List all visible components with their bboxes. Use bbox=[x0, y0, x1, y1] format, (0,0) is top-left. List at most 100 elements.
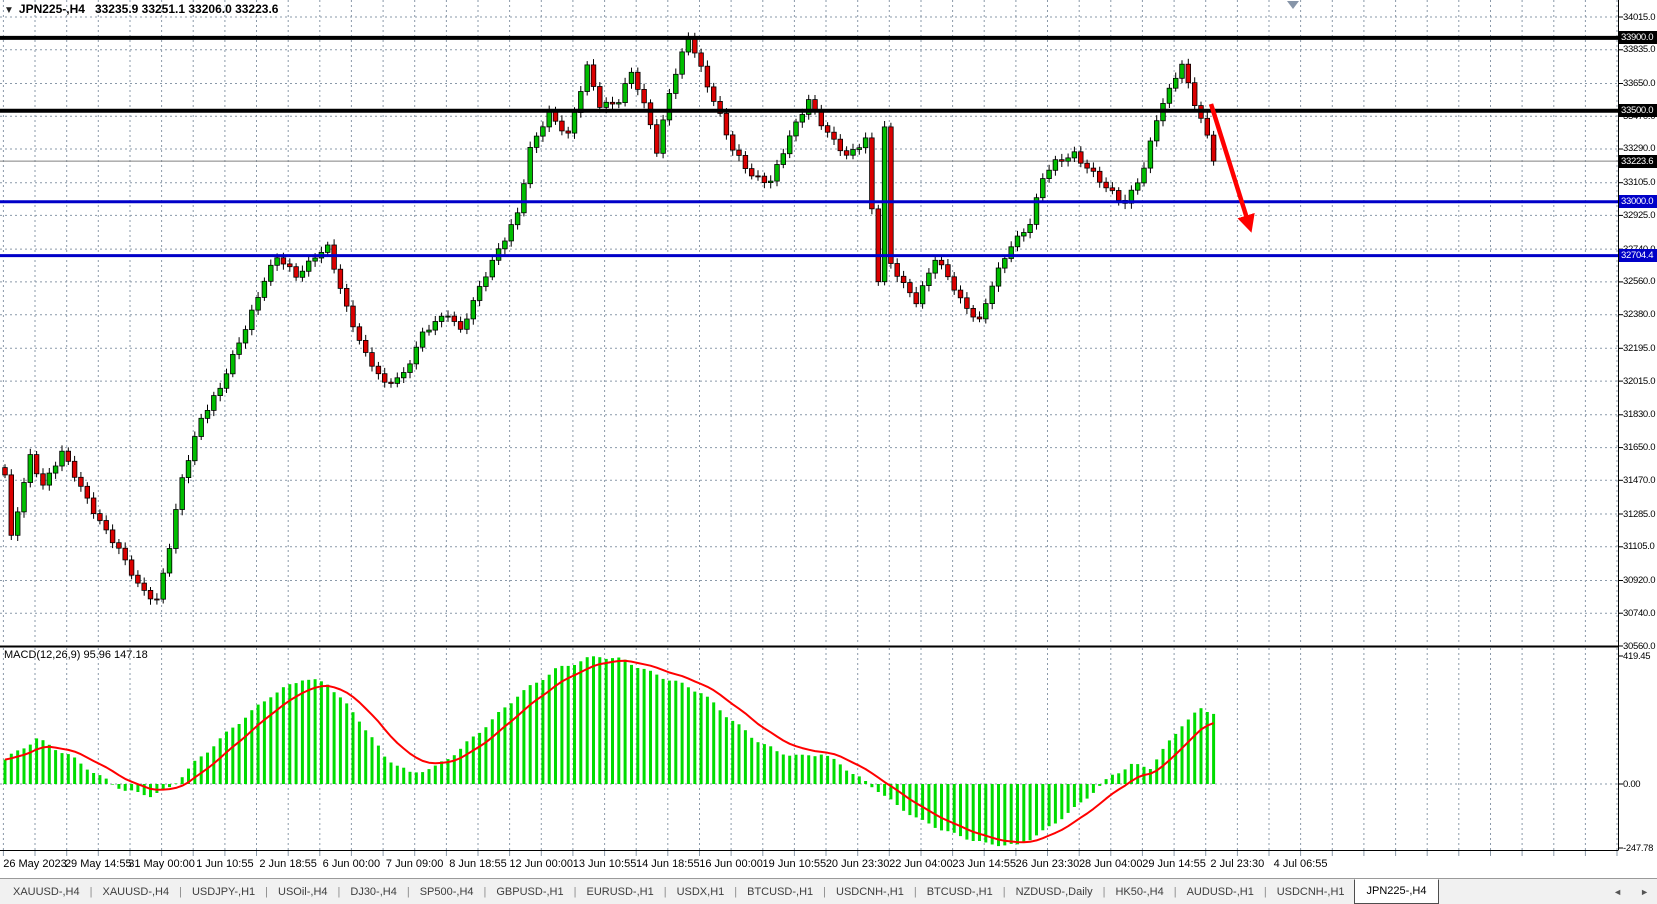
price-tick-label: 30740.0 bbox=[1623, 607, 1656, 619]
time-axis-label: 1 Jun 10:55 bbox=[196, 858, 254, 870]
tab-scroll-arrows: ◄ ► bbox=[1613, 879, 1649, 904]
tab-separator: | bbox=[89, 885, 93, 898]
time-axis-label: 26 Jun 23:30 bbox=[1015, 858, 1080, 870]
time-axis[interactable]: 26 May 2023 29 May 14:55 31 May 00:00 1 Jun… bbox=[0, 851, 1618, 878]
time-axis-label: 29 Jun 14:55 bbox=[1142, 858, 1206, 870]
price-tick-label: 31650.0 bbox=[1623, 442, 1656, 454]
time-axis-label: 2 Jun 18:55 bbox=[259, 858, 317, 870]
price-tick-label: 31105.0 bbox=[1623, 541, 1655, 553]
time-axis-label: 31 May 00:00 bbox=[128, 858, 195, 870]
panel-borders bbox=[0, 0, 1623, 851]
price-tick-label: 32015.0 bbox=[1623, 375, 1656, 387]
tab-separator: | bbox=[265, 885, 268, 898]
grid-layer bbox=[0, 0, 1618, 856]
chart-tab-hk50-h4[interactable]: HK50-,H4 bbox=[1115, 885, 1164, 898]
time-axis-label: 20 Jun 23:30 bbox=[825, 858, 890, 870]
chart-tab-dj30-h4[interactable]: DJ30-,H4 bbox=[350, 885, 397, 898]
tab-separator: | bbox=[734, 885, 738, 898]
chart-tab-gbpusd-h1[interactable]: GBPUSD-,H1 bbox=[496, 885, 564, 898]
tab-separator: | bbox=[663, 885, 667, 898]
time-axis-label: 22 Jun 04:00 bbox=[889, 858, 953, 870]
time-axis-label: 14 Jun 18:55 bbox=[635, 858, 700, 870]
time-axis-label: 23 Jun 14:55 bbox=[952, 858, 1016, 870]
chart-tab-xauusd-h4[interactable]: XAUUSD-,H4 bbox=[102, 885, 170, 898]
tab-separator: | bbox=[823, 885, 826, 898]
time-axis-label: 4 Jul 06:55 bbox=[1273, 858, 1328, 870]
level-price-label: 33900.0 bbox=[1619, 31, 1657, 45]
symbol-period-label: JPN225-,H4 bbox=[18, 2, 85, 16]
macd-histogram bbox=[3, 656, 1216, 847]
tab-separator: | bbox=[483, 885, 487, 898]
price-tick-label: 34015.0 bbox=[1623, 11, 1656, 23]
price-tick-label: 32925.0 bbox=[1623, 209, 1656, 221]
chart-tab-usdx-h1[interactable]: USDX,H1 bbox=[676, 885, 725, 898]
chart-tab-bar: XAUUSD-,H4 | XAUUSD-,H4 | USDJPY-,H1 | USOil-,… bbox=[0, 878, 1657, 904]
macd-signal-line bbox=[4, 659, 1214, 844]
tab-separator: | bbox=[1173, 885, 1177, 898]
price-tick-label: 31285.0 bbox=[1623, 508, 1656, 520]
tab-separator: | bbox=[573, 885, 577, 898]
chart-tab-usdcnh-h1[interactable]: USDCNH-,H1 bbox=[836, 885, 904, 898]
chart-symbol-info: ▼ JPN225-,H4 33235.9 33251.1 33206.0 33223… bbox=[4, 2, 278, 16]
time-axis-label: 13 Jun 10:55 bbox=[572, 858, 637, 870]
price-tick-label: 32560.0 bbox=[1623, 276, 1656, 288]
tab-scroll-left-button[interactable]: ◄ bbox=[1613, 887, 1623, 897]
price-tick-label: 33835.0 bbox=[1623, 44, 1656, 56]
tab-separator: | bbox=[1102, 885, 1106, 898]
price-tick-label: 31470.0 bbox=[1623, 474, 1656, 486]
tab-separator: | bbox=[179, 885, 182, 898]
time-axis-label: 26 May 2023 bbox=[3, 858, 67, 870]
time-axis-label: 7 Jun 09:00 bbox=[385, 858, 444, 870]
price-tick-label: 32195.0 bbox=[1623, 342, 1656, 354]
time-axis-label: 6 Jun 00:00 bbox=[322, 858, 381, 870]
chart-tab-btcusd-h1[interactable]: BTCUSD-,H1 bbox=[747, 885, 814, 898]
chart-tab-sp500-h4[interactable]: SP500-,H4 bbox=[419, 885, 474, 898]
tab-scroll-right-button[interactable]: ► bbox=[1640, 887, 1649, 897]
tab-separator: | bbox=[337, 885, 341, 898]
tab-list: XAUUSD-,H4 | XAUUSD-,H4 | USDJPY-,H1 | USOil-,… bbox=[0, 878, 1440, 904]
horizontal-level-lines bbox=[0, 35, 1618, 258]
chart-canvas[interactable] bbox=[0, 0, 1657, 858]
time-axis-label: 19 Jun 10:55 bbox=[762, 858, 827, 870]
tab-separator: | bbox=[406, 885, 410, 898]
macd-axis-label: 419.45 bbox=[1623, 650, 1651, 662]
candlestick-layer bbox=[2, 32, 1217, 605]
chart-tab-eurusd-h1[interactable]: EURUSD-,H1 bbox=[586, 885, 654, 898]
macd-axis-label: -247.78 bbox=[1623, 842, 1654, 854]
ohlc-values: 33235.9 33251.1 33206.0 33223.6 bbox=[94, 2, 279, 16]
chart-tab-jpn225-h4[interactable]: JPN225-,H4 bbox=[1353, 878, 1440, 904]
price-tick-label: 33290.0 bbox=[1623, 143, 1656, 155]
tab-separator: | bbox=[913, 885, 917, 898]
chart-tab-audusd-h1[interactable]: AUDUSD-,H1 bbox=[1186, 885, 1254, 898]
trend-arrow-annotation[interactable] bbox=[1208, 103, 1255, 233]
price-tick-label: 31830.0 bbox=[1623, 409, 1656, 421]
price-axis[interactable]: 34015.033835.033650.033470.033290.033105… bbox=[1618, 0, 1657, 854]
level-price-label: 33500.0 bbox=[1619, 104, 1657, 118]
time-axis-label: 16 Jun 00:00 bbox=[699, 858, 763, 870]
price-tick-label: 32380.0 bbox=[1623, 309, 1656, 321]
tab-separator: | bbox=[1263, 885, 1267, 898]
price-tick-label: 30920.0 bbox=[1623, 574, 1656, 586]
price-tick-label: 30560.0 bbox=[1623, 640, 1656, 652]
time-axis-label: 12 Jun 00:00 bbox=[509, 858, 574, 870]
price-tick-label: 33105.0 bbox=[1623, 177, 1656, 189]
tab-separator: | bbox=[1002, 885, 1006, 898]
one-click-trading-expander[interactable]: ▼ bbox=[4, 5, 14, 16]
chart-tab-usdjpy-h1[interactable]: USDJPY-,H1 bbox=[191, 885, 256, 898]
chart-tab-btcusd-h1[interactable]: BTCUSD-,H1 bbox=[926, 885, 993, 898]
chart-tab-usdcnh-h1[interactable]: USDCNH-,H1 bbox=[1276, 885, 1345, 898]
current-price-label: 33223.6 bbox=[1619, 154, 1657, 168]
chart-tab-nzdusd-daily[interactable]: NZDUSD-,Daily bbox=[1015, 885, 1093, 898]
time-axis-label: 2 Jul 23:30 bbox=[1210, 858, 1265, 870]
level-price-label: 33000.0 bbox=[1619, 195, 1657, 209]
chart-tab-xauusd-h4[interactable]: XAUUSD-,H4 bbox=[13, 885, 80, 898]
time-axis-label: 28 Jun 04:00 bbox=[1078, 858, 1143, 870]
time-axis-label: 29 May 14:55 bbox=[64, 858, 132, 870]
macd-indicator-label: MACD(12,26,9) 95.96 147.18 bbox=[4, 649, 148, 661]
price-tick-label: 33650.0 bbox=[1623, 77, 1656, 89]
level-price-label: 32704.4 bbox=[1619, 249, 1657, 263]
scroll-to-end-marker[interactable] bbox=[1287, 1, 1299, 9]
macd-axis-label: 0.00 bbox=[1623, 778, 1641, 790]
chart-tab-usoil-h4[interactable]: USOil-,H4 bbox=[278, 885, 328, 898]
